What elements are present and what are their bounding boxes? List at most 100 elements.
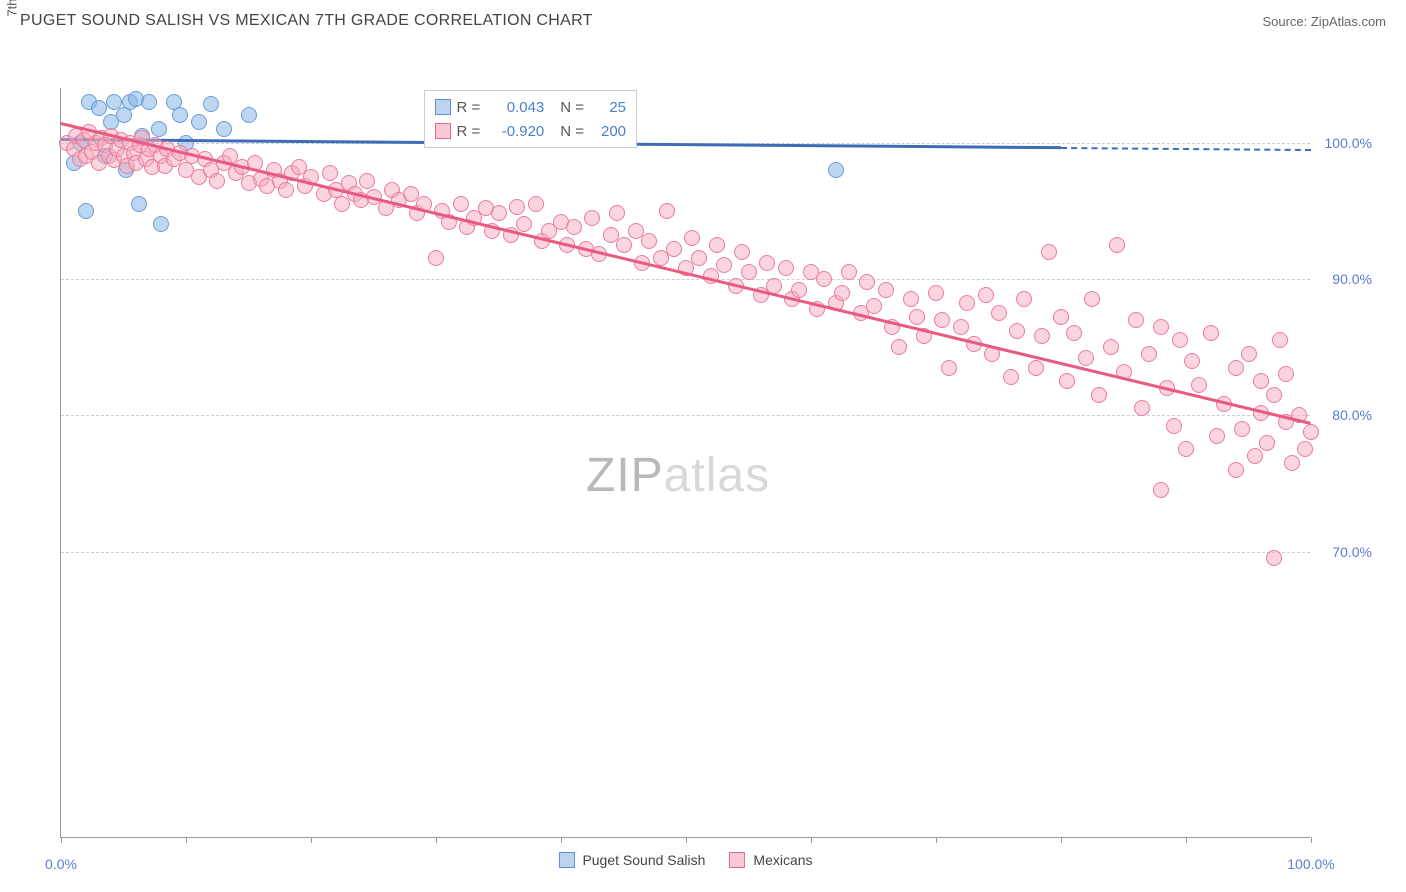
data-point [616, 237, 632, 253]
data-point [1266, 387, 1282, 403]
y-tick-label: 100.0% [1325, 135, 1372, 151]
data-point [609, 205, 625, 221]
x-tick-mark [61, 837, 62, 843]
data-point [878, 282, 894, 298]
data-point [741, 264, 757, 280]
data-point [1091, 387, 1107, 403]
data-point [1153, 319, 1169, 335]
data-point [1141, 346, 1157, 362]
n-value: 25 [590, 99, 626, 116]
data-point [1278, 366, 1294, 382]
correlation-legend-row: R =-0.920N =200 [435, 119, 627, 143]
data-point [778, 260, 794, 276]
x-tick-mark [1061, 837, 1062, 843]
gridline-h [61, 415, 1310, 416]
data-point [209, 173, 225, 189]
data-point [1109, 237, 1125, 253]
data-point [1053, 309, 1069, 325]
data-point [1153, 482, 1169, 498]
trend-line-dashed [1061, 147, 1311, 151]
data-point [509, 199, 525, 215]
data-point [116, 107, 132, 123]
data-point [1128, 312, 1144, 328]
data-point [1172, 332, 1188, 348]
data-point [1209, 428, 1225, 444]
data-point [691, 250, 707, 266]
data-point [953, 319, 969, 335]
data-point [841, 264, 857, 280]
x-tick-label: 0.0% [45, 856, 77, 872]
gridline-h [61, 279, 1310, 280]
data-point [709, 237, 725, 253]
data-point [684, 230, 700, 246]
data-point [1066, 325, 1082, 341]
data-point [1166, 418, 1182, 434]
correlation-legend-row: R =0.043N =25 [435, 95, 627, 119]
data-point [1272, 332, 1288, 348]
data-point [516, 216, 532, 232]
legend-swatch [435, 99, 451, 115]
legend-item: Mexicans [729, 852, 812, 868]
data-point [834, 285, 850, 301]
x-tick-mark [936, 837, 937, 843]
gridline-h [61, 552, 1310, 553]
data-point [78, 203, 94, 219]
y-tick-label: 90.0% [1332, 271, 1372, 287]
x-tick-mark [436, 837, 437, 843]
data-point [1028, 360, 1044, 376]
data-point [491, 205, 507, 221]
data-point [131, 196, 147, 212]
data-point [941, 360, 957, 376]
data-point [1184, 353, 1200, 369]
data-point [191, 114, 207, 130]
x-tick-mark [561, 837, 562, 843]
watermark: ZIPatlas [586, 448, 770, 503]
x-tick-mark [1311, 837, 1312, 843]
data-point [1059, 373, 1075, 389]
data-point [528, 196, 544, 212]
y-tick-label: 70.0% [1332, 544, 1372, 560]
r-label: R = [457, 123, 481, 140]
data-point [859, 274, 875, 290]
data-point [1016, 291, 1032, 307]
data-point [641, 233, 657, 249]
data-point [1178, 441, 1194, 457]
data-point [278, 182, 294, 198]
data-point [991, 305, 1007, 321]
data-point [1078, 350, 1094, 366]
data-point [1103, 339, 1119, 355]
legend-swatch [729, 852, 745, 868]
legend-label: Puget Sound Salish [582, 852, 705, 868]
data-point [1284, 455, 1300, 471]
data-point [91, 100, 107, 116]
data-point [909, 309, 925, 325]
data-point [891, 339, 907, 355]
x-tick-mark [686, 837, 687, 843]
plot-area: 70.0%80.0%90.0%100.0%0.0%100.0%ZIPatlasR… [60, 88, 1310, 838]
data-point [151, 121, 167, 137]
data-point [734, 244, 750, 260]
y-axis-label: 7th Grade [5, 0, 20, 17]
data-point [453, 196, 469, 212]
data-point [141, 94, 157, 110]
series-legend: Puget Sound Salish Mexicans [558, 852, 812, 868]
data-point [1134, 400, 1150, 416]
data-point [828, 162, 844, 178]
data-point [659, 203, 675, 219]
data-point [322, 165, 338, 181]
x-tick-mark [186, 837, 187, 843]
legend-swatch [558, 852, 574, 868]
n-label: N = [560, 99, 584, 116]
legend-swatch [435, 123, 451, 139]
y-tick-label: 80.0% [1332, 407, 1372, 423]
r-value: -0.920 [486, 123, 544, 140]
data-point [1041, 244, 1057, 260]
data-point [1297, 441, 1313, 457]
data-point [934, 312, 950, 328]
data-point [1009, 323, 1025, 339]
data-point [816, 271, 832, 287]
data-point [203, 96, 219, 112]
data-point [978, 287, 994, 303]
x-tick-mark [311, 837, 312, 843]
data-point [1259, 435, 1275, 451]
